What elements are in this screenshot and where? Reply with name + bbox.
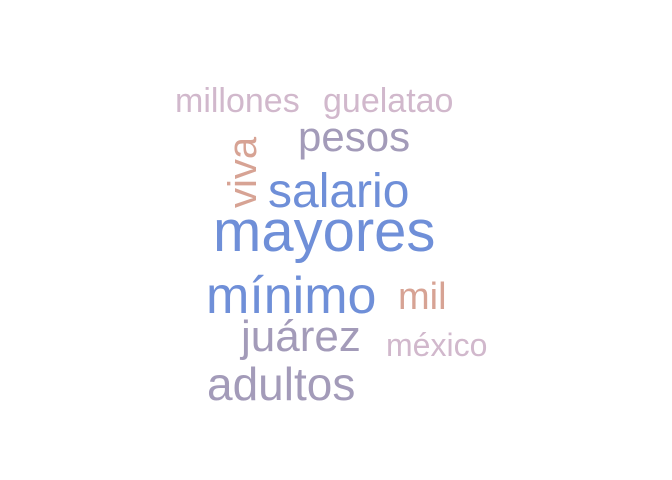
word-mexico: méxico [386,327,488,363]
word-guelatao: guelatao [323,82,454,120]
word-millones: millones [175,82,300,120]
word-minimo: mínimo [206,267,377,325]
word-mil: mil [398,276,447,318]
word-mayores: mayores [213,199,436,264]
word-adultos: adultos [207,358,356,410]
word-salario: salario [268,165,410,218]
word-juarez: juárez [241,312,361,361]
word-viva: viva [221,136,265,208]
word-pesos: pesos [298,113,411,160]
